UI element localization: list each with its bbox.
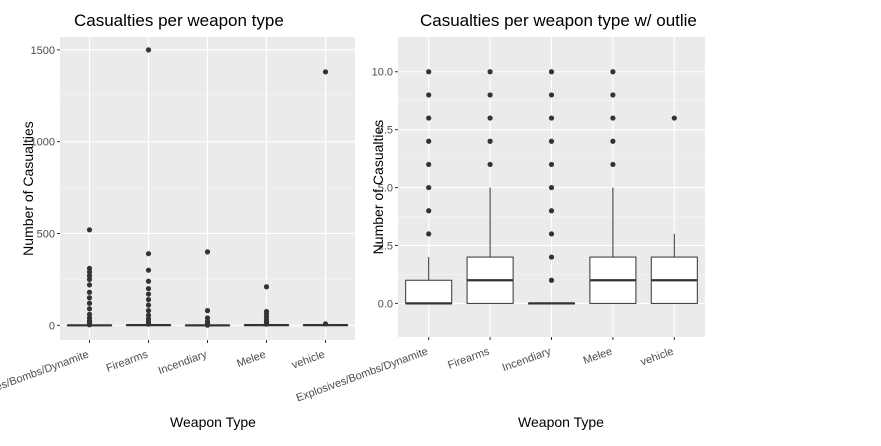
x-tick-label: Melee <box>235 349 267 371</box>
x-tick-label: Firearms <box>446 345 491 371</box>
box-3 <box>184 249 231 328</box>
outlier-point <box>426 208 432 214</box>
x-tick-label: vehicle <box>639 346 675 369</box>
outlier-point <box>86 289 93 295</box>
outlier-point <box>426 69 432 75</box>
outlier-point <box>548 277 555 283</box>
box-4 <box>589 69 637 304</box>
outlier-point <box>145 47 152 53</box>
outlier-point <box>263 308 270 315</box>
outlier-point <box>487 161 493 168</box>
chart-title: Casualties per weapon type <box>74 11 284 30</box>
chart-title: Casualties per weapon type w/ outlie <box>420 11 697 30</box>
box-5 <box>650 115 698 304</box>
box-1 <box>405 69 453 305</box>
x-tick-label: vehicle <box>290 349 326 372</box>
y-tick-label: 7.5 <box>378 125 393 137</box>
outlier-point <box>145 297 152 303</box>
outlier-point <box>204 249 211 255</box>
outlier-point <box>86 295 93 301</box>
outlier-point <box>548 115 555 121</box>
outlier-point <box>426 138 432 144</box>
x-axis-title: Weapon Type <box>518 414 604 430</box>
outlier-point <box>145 251 152 257</box>
outlier-point <box>145 291 152 297</box>
outlier-point <box>548 184 555 191</box>
x-tick-label: Explosives/Bombs/Dynamite <box>0 349 91 408</box>
outlier-point <box>86 306 93 312</box>
outlier-point <box>86 276 93 282</box>
outlier-point <box>548 138 555 144</box>
outlier-point <box>204 319 211 325</box>
x-axis-title: Weapon Type <box>170 414 256 430</box>
y-tick-label: 5.0 <box>378 183 393 195</box>
box-5 <box>302 69 349 327</box>
outlier-point <box>322 321 329 327</box>
x-tick-label: Firearms <box>105 348 150 374</box>
outlier-point <box>426 161 432 168</box>
box-2 <box>466 69 514 304</box>
outlier-point <box>548 254 555 260</box>
outlier-point <box>145 278 152 284</box>
outlier-point <box>145 312 152 318</box>
chart-panel-1: 0 500 1000 1500 Explosives/Bombs/Dynamite Fir… <box>0 11 355 430</box>
outlier-point <box>86 300 93 306</box>
outlier-point <box>86 282 93 288</box>
box-2 <box>125 47 172 327</box>
outlier-point <box>671 115 677 121</box>
x-tick-label: Incendiary <box>501 345 553 374</box>
y-axis-title: Number of Casualties <box>20 121 36 256</box>
outlier-point <box>548 92 555 98</box>
outlier-point <box>86 315 93 321</box>
outlier-point <box>86 269 93 275</box>
outlier-point <box>263 284 270 290</box>
y-tick-label: 500 <box>37 228 55 240</box>
y-tick-label: 1500 <box>31 45 55 57</box>
x-tick-label: Melee <box>582 346 614 368</box>
y-tick-label: 2.5 <box>378 240 393 252</box>
outlier-point <box>204 315 211 321</box>
outlier-point <box>86 273 93 279</box>
outlier-point <box>548 231 555 237</box>
box-1 <box>66 227 113 328</box>
outlier-point <box>487 115 493 121</box>
outlier-point <box>426 115 432 121</box>
outlier-point <box>145 285 152 292</box>
outlier-point <box>86 265 93 271</box>
outlier-point <box>322 69 329 75</box>
outlier-point <box>86 227 93 233</box>
outlier-point <box>610 92 616 98</box>
y-tick-label: 10.0 <box>372 67 393 79</box>
outlier-point <box>426 231 432 237</box>
chart-panel-2: 0.02.55.07.510.0Explosives/Bombs/Dynamit… <box>295 11 705 430</box>
y-tick-label: 1000 <box>31 137 55 149</box>
outlier-point <box>86 311 93 317</box>
outlier-point <box>610 69 616 75</box>
outlier-point <box>548 161 555 168</box>
outlier-point <box>487 69 493 75</box>
box-3 <box>527 69 576 305</box>
y-tick-label: 0.0 <box>378 298 393 310</box>
outlier-point <box>426 92 432 98</box>
outlier-point <box>145 267 152 273</box>
outlier-point <box>204 308 211 314</box>
outlier-point <box>610 161 616 168</box>
outlier-point <box>548 208 555 214</box>
outlier-point <box>610 115 616 121</box>
outlier-point <box>610 138 616 144</box>
outlier-point <box>487 138 493 144</box>
outlier-point <box>487 92 493 98</box>
outlier-point <box>145 308 152 314</box>
box-iqr <box>405 279 453 304</box>
box-4 <box>243 284 290 327</box>
y-axis-title: Number of Casualties <box>370 120 386 255</box>
x-tick-label: Incendiary <box>157 348 209 377</box>
outlier-point <box>426 184 432 191</box>
outlier-point <box>548 69 555 75</box>
outlier-point <box>145 316 152 322</box>
y-tick-label: 0 <box>49 320 55 332</box>
outlier-point <box>145 302 152 308</box>
